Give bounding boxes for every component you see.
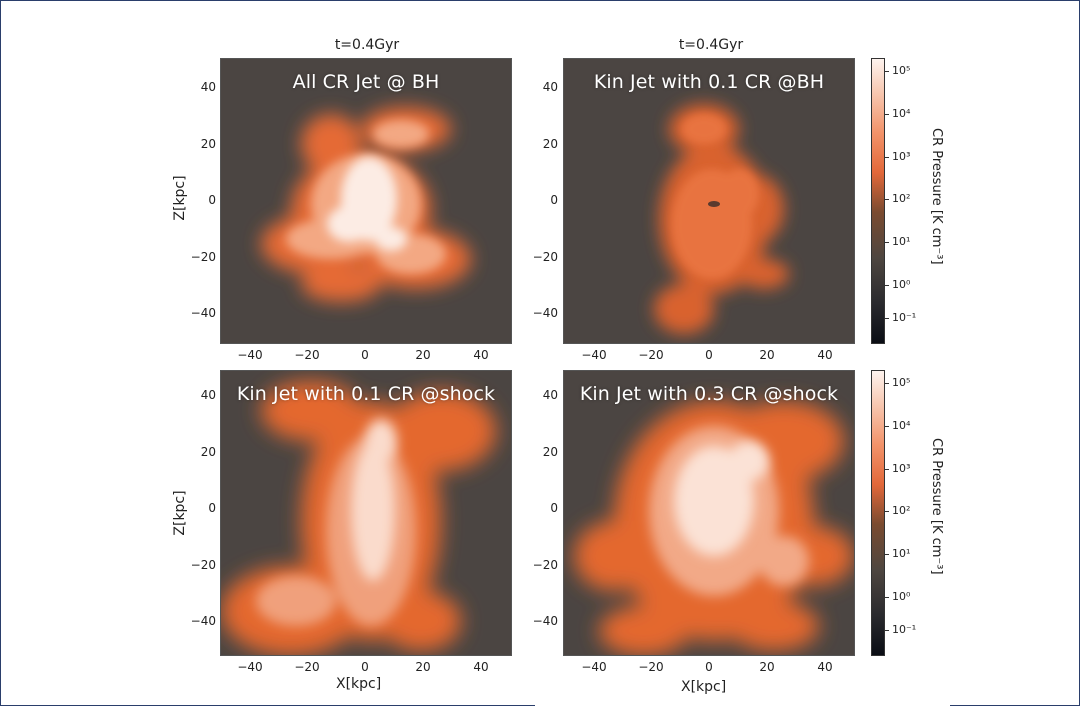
- simulation-panel-kin-jet-01-cr-bh: Kin Jet with 0.1 CR @BH: [563, 58, 855, 344]
- simulation-panel-all-cr-jet-bh: All CR Jet @ BH: [220, 58, 512, 344]
- colorbar-label-top: CR Pressure [K cm⁻³]: [929, 128, 944, 265]
- x-tick-label: 20: [759, 348, 775, 362]
- x-tick-label: 20: [415, 660, 431, 674]
- colorbar-tick-mark: [885, 318, 889, 319]
- cr-pressure-map: [574, 401, 854, 655]
- y-axis-label-bottom: Z[kpc]: [172, 490, 188, 536]
- x-tick-label: 20: [759, 660, 775, 674]
- x-axis-label-right: X[kpc]: [681, 679, 727, 695]
- cr-pressure-map: [221, 381, 496, 655]
- y-tick-label: 0: [208, 193, 216, 207]
- y-tick-label: −40: [532, 614, 558, 628]
- panel-label: Kin Jet with 0.1 CR @shock: [236, 383, 496, 405]
- panel-label: Kin Jet with 0.3 CR @shock: [579, 383, 839, 405]
- x-tick-label: −40: [237, 348, 263, 362]
- y-tick-label: 20: [542, 137, 558, 151]
- colorbar-tick-label: 10¹: [892, 547, 911, 560]
- cr-pressure-map: [654, 104, 789, 334]
- y-tick-label: 20: [200, 137, 216, 151]
- y-tick-label: 0: [208, 501, 216, 515]
- y-tick-label: −20: [190, 558, 216, 572]
- y-tick-label: −20: [532, 250, 558, 264]
- colorbar-tick-mark: [885, 630, 889, 631]
- colorbar-tick-label: 10⁻¹: [892, 311, 917, 324]
- y-tick-label: 20: [200, 445, 216, 459]
- panel-title-top-right: t=0.4Gyr: [678, 37, 744, 53]
- colorbar-tick-label: 10³: [892, 462, 911, 475]
- colorbar-tick-mark: [885, 114, 889, 115]
- y-tick-label: −40: [190, 306, 216, 320]
- colorbar-tick-mark: [885, 71, 889, 72]
- colorbar-tick-label: 10⁰: [892, 278, 911, 291]
- panel-label: Kin Jet with 0.1 CR @BH: [593, 71, 825, 93]
- y-tick-label: 40: [200, 388, 216, 402]
- x-tick-label: 0: [361, 660, 369, 674]
- x-axis-label-left: X[kpc]: [336, 676, 382, 692]
- x-tick-label: −20: [638, 348, 664, 362]
- colorbar-tick-mark: [885, 426, 889, 427]
- x-tick-label: 40: [473, 348, 489, 362]
- x-tick-label: −20: [294, 660, 320, 674]
- y-tick-label: 40: [542, 80, 558, 94]
- colorbar-tick-label: 10⁴: [892, 107, 911, 120]
- colorbar-tick-mark: [885, 285, 889, 286]
- y-tick-label: 0: [550, 193, 558, 207]
- frame-gap: [535, 704, 950, 706]
- x-tick-label: 0: [361, 348, 369, 362]
- x-tick-label: −40: [581, 348, 607, 362]
- colorbar-label-bottom: CR Pressure [K cm⁻³]: [929, 438, 944, 575]
- colorbar-tick-label: 10³: [892, 150, 911, 163]
- y-tick-label: −40: [532, 306, 558, 320]
- colorbar-tick-mark: [885, 199, 889, 200]
- x-tick-label: −20: [638, 660, 664, 674]
- x-tick-label: −40: [237, 660, 263, 674]
- colorbar-tick-label: 10⁰: [892, 590, 911, 603]
- y-tick-label: −20: [190, 250, 216, 264]
- colorbar-tick-label: 10⁵: [892, 376, 911, 389]
- x-tick-label: 40: [473, 660, 489, 674]
- y-tick-label: 40: [542, 388, 558, 402]
- colorbar-tick-mark: [885, 554, 889, 555]
- colorbar-tick-label: 10²: [892, 192, 911, 205]
- colorbar-tick-label: 10⁵: [892, 64, 911, 77]
- y-tick-label: 20: [542, 445, 558, 459]
- x-tick-label: −20: [294, 348, 320, 362]
- colorbar-top: [871, 58, 885, 344]
- colorbar-tick-label: 10¹: [892, 235, 911, 248]
- simulation-panel-kin-jet-03-cr-shock: Kin Jet with 0.3 CR @shock: [563, 370, 855, 656]
- colorbar-tick-label: 10⁻¹: [892, 623, 917, 636]
- colorbar-tick-mark: [885, 469, 889, 470]
- colorbar-tick-mark: [885, 511, 889, 512]
- colorbar-tick-mark: [885, 597, 889, 598]
- cr-pressure-map: [261, 107, 471, 302]
- colorbar-bottom: [871, 370, 885, 656]
- y-tick-label: −20: [532, 558, 558, 572]
- panel-title-top-left: t=0.4Gyr: [334, 37, 400, 53]
- y-tick-label: −40: [190, 614, 216, 628]
- x-tick-label: 20: [415, 348, 431, 362]
- y-axis-label-top: Z[kpc]: [172, 175, 188, 221]
- y-tick-label: 0: [550, 501, 558, 515]
- x-tick-label: −40: [581, 660, 607, 674]
- y-tick-label: 40: [200, 80, 216, 94]
- colorbar-tick-mark: [885, 383, 889, 384]
- x-tick-label: 40: [817, 348, 833, 362]
- x-tick-label: 0: [705, 348, 713, 362]
- colorbar-tick-mark: [885, 242, 889, 243]
- x-tick-label: 0: [705, 660, 713, 674]
- colorbar-tick-mark: [885, 157, 889, 158]
- colorbar-tick-label: 10²: [892, 504, 911, 517]
- x-tick-label: 40: [817, 660, 833, 674]
- colorbar-tick-label: 10⁴: [892, 419, 911, 432]
- simulation-panel-kin-jet-01-cr-shock: Kin Jet with 0.1 CR @shock: [220, 370, 512, 656]
- panel-label: All CR Jet @ BH: [292, 71, 440, 93]
